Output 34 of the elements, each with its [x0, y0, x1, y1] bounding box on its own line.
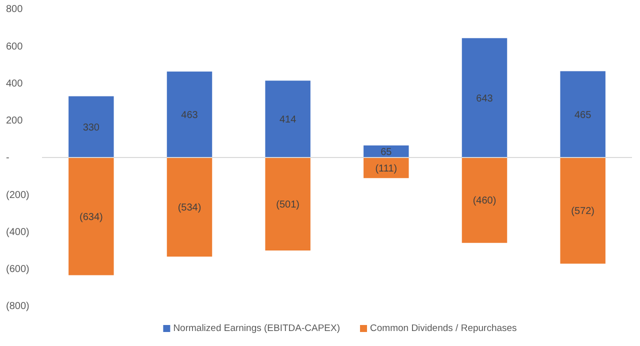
y-tick-label: (600) [6, 264, 30, 276]
data-label: (572) [571, 206, 595, 218]
y-tick-label: 600 [6, 41, 24, 52]
bar [560, 158, 606, 264]
bar [560, 71, 606, 158]
data-label: 330 [82, 122, 100, 134]
data-label: 465 [574, 110, 592, 121]
y-tick-label: 800 [6, 4, 24, 16]
bar [68, 158, 114, 276]
data-label: (501) [276, 200, 300, 210]
bar [166, 158, 212, 257]
bar [265, 80, 310, 158]
data-label: (460) [472, 196, 496, 207]
y-tick-label: - [6, 152, 10, 164]
data-label: (634) [79, 212, 103, 223]
data-label: 65 [380, 146, 392, 158]
y-tick-label: (400) [6, 226, 30, 238]
y-tick-label: (800) [6, 301, 30, 312]
legend-label: Normalized Earnings (EBITDA-CAPEX) [173, 323, 340, 334]
data-label: 463 [181, 110, 198, 122]
bar [68, 96, 114, 158]
bar [364, 158, 409, 178]
data-label: (534) [178, 202, 202, 214]
y-tick-label: 200 [6, 116, 24, 127]
bar [265, 158, 310, 250]
y-tick-label: (200) [6, 190, 30, 201]
bar [462, 38, 508, 158]
data-label: 414 [279, 114, 297, 126]
data-label: 643 [476, 93, 494, 104]
y-tick-label: 400 [6, 78, 24, 90]
legend-label: Common Dividends / Repurchases [370, 323, 518, 334]
data-label: (111) [375, 163, 398, 174]
bar [166, 72, 212, 158]
bar [462, 158, 508, 243]
